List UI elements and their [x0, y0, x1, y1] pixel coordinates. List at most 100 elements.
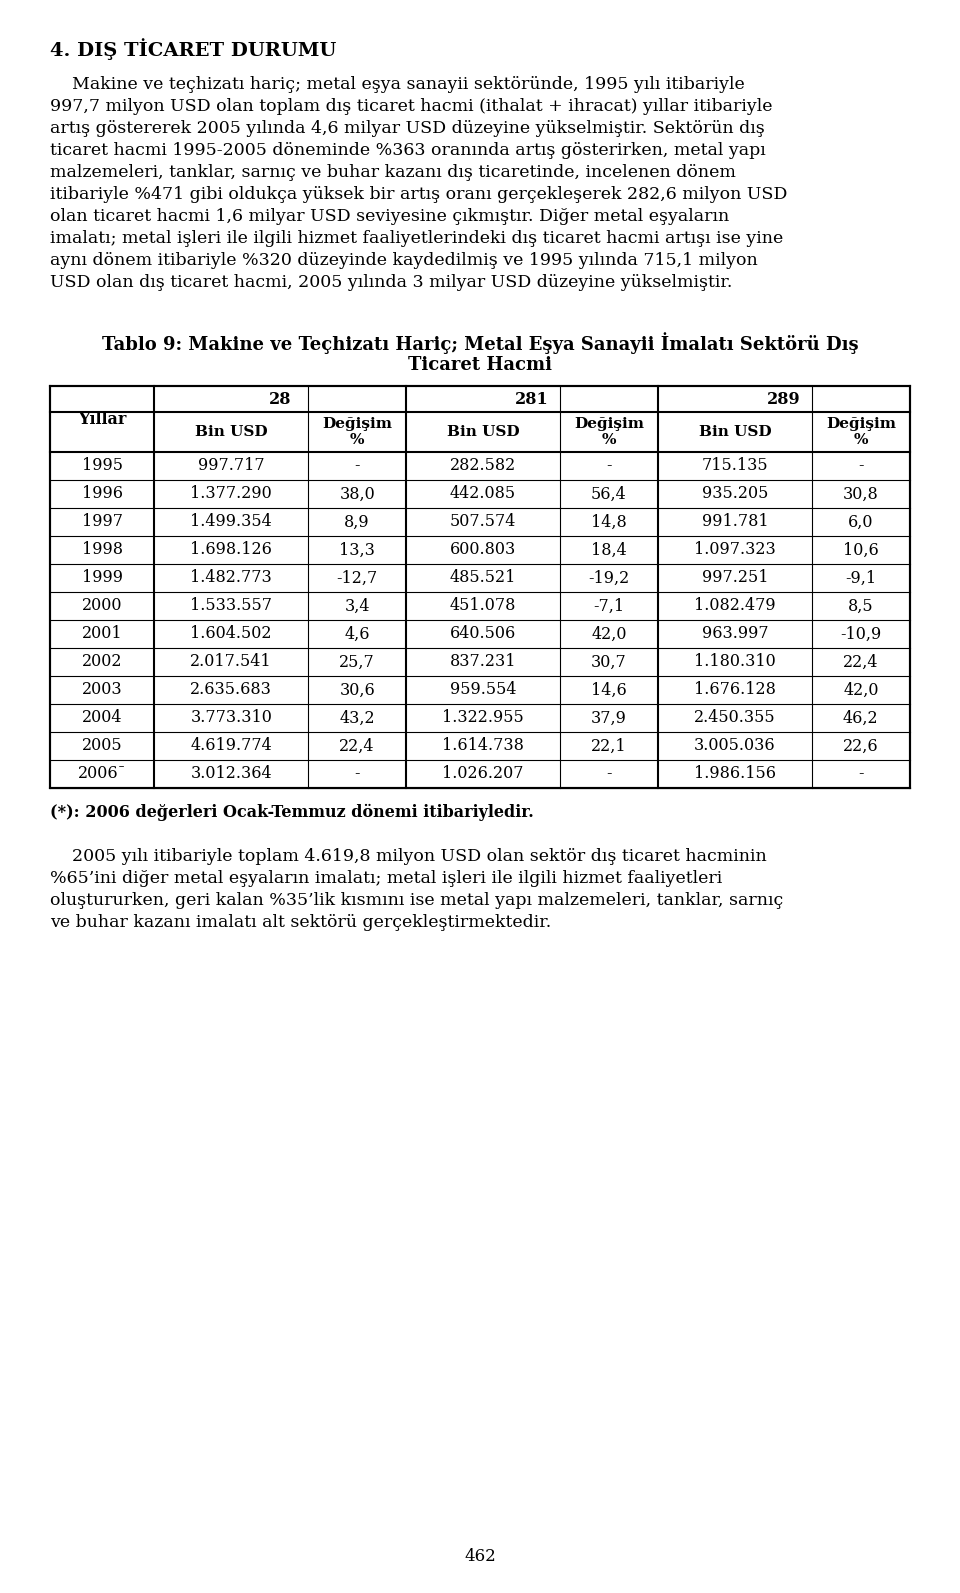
Text: Bin USD: Bin USD [195, 425, 268, 440]
Text: 1.026.207: 1.026.207 [443, 766, 524, 782]
Text: Değişim
%: Değişim % [574, 417, 644, 448]
Text: Bin USD: Bin USD [699, 425, 771, 440]
Text: 1.676.128: 1.676.128 [694, 682, 776, 698]
Text: 2.017.541: 2.017.541 [190, 653, 272, 671]
Text: -7,1: -7,1 [593, 597, 625, 615]
Text: 2.635.683: 2.635.683 [190, 682, 272, 698]
Text: 1.986.156: 1.986.156 [694, 766, 776, 782]
Text: 2006ˉ: 2006ˉ [78, 766, 127, 782]
Text: -: - [858, 766, 864, 782]
Text: 38,0: 38,0 [339, 486, 375, 502]
Text: 2005: 2005 [82, 738, 123, 755]
Text: 18,4: 18,4 [591, 542, 627, 559]
Text: 22,1: 22,1 [591, 738, 627, 755]
Text: -10,9: -10,9 [840, 626, 881, 642]
Text: 462: 462 [464, 1548, 496, 1564]
Text: 1.322.955: 1.322.955 [443, 709, 524, 726]
Text: 640.506: 640.506 [450, 626, 516, 642]
Text: -: - [858, 457, 864, 475]
Text: 1.377.290: 1.377.290 [190, 486, 272, 502]
Text: -: - [354, 457, 360, 475]
Text: 46,2: 46,2 [843, 709, 878, 726]
Text: 30,6: 30,6 [339, 682, 375, 698]
Text: -: - [354, 766, 360, 782]
Text: 4.619.774: 4.619.774 [190, 738, 272, 755]
Text: artış göstererek 2005 yılında 4,6 milyar USD düzeyine yükselmiştir. Sektörün dış: artış göstererek 2005 yılında 4,6 milyar… [50, 119, 765, 137]
Text: USD olan dış ticaret hacmi, 2005 yılında 3 milyar USD düzeyine yükselmiştir.: USD olan dış ticaret hacmi, 2005 yılında… [50, 274, 732, 292]
Text: 1999: 1999 [82, 570, 123, 586]
Text: -12,7: -12,7 [337, 570, 378, 586]
Text: 1996: 1996 [82, 486, 123, 502]
Text: 715.135: 715.135 [702, 457, 768, 475]
Text: 2005 yılı itibariyle toplam 4.619,8 milyon USD olan sektör dış ticaret hacminin: 2005 yılı itibariyle toplam 4.619,8 mily… [50, 847, 767, 865]
Text: 997.251: 997.251 [702, 570, 768, 586]
Text: 25,7: 25,7 [339, 653, 375, 671]
Text: 997,7 milyon USD olan toplam dış ticaret hacmi (ithalat + ihracat) yıllar itibar: 997,7 milyon USD olan toplam dış ticaret… [50, 99, 773, 115]
Text: 14,8: 14,8 [591, 513, 627, 530]
Text: 42,0: 42,0 [843, 682, 878, 698]
Text: 991.781: 991.781 [702, 513, 768, 530]
Text: 1997: 1997 [82, 513, 123, 530]
Text: aynı dönem itibariyle %320 düzeyinde kaydedilmiş ve 1995 yılında 715,1 milyon: aynı dönem itibariyle %320 düzeyinde kay… [50, 252, 757, 269]
Text: 281: 281 [516, 390, 549, 408]
Text: 2.450.355: 2.450.355 [694, 709, 776, 726]
Text: 10,6: 10,6 [843, 542, 878, 559]
Text: 1.604.502: 1.604.502 [190, 626, 272, 642]
Text: -19,2: -19,2 [588, 570, 630, 586]
Text: 43,2: 43,2 [339, 709, 375, 726]
Text: 507.574: 507.574 [450, 513, 516, 530]
Text: 2003: 2003 [82, 682, 123, 698]
Text: 3.012.364: 3.012.364 [190, 766, 272, 782]
Text: itibariyle %471 gibi oldukça yüksek bir artış oranı gerçekleşerek 282,6 milyon U: itibariyle %471 gibi oldukça yüksek bir … [50, 186, 787, 202]
Text: 6,0: 6,0 [848, 513, 874, 530]
Text: 600.803: 600.803 [450, 542, 516, 559]
Text: 1.082.479: 1.082.479 [694, 597, 776, 615]
Text: 22,4: 22,4 [843, 653, 878, 671]
Text: 451.078: 451.078 [450, 597, 516, 615]
Text: Ticaret Hacmi: Ticaret Hacmi [408, 355, 552, 374]
Text: 837.231: 837.231 [450, 653, 516, 671]
Bar [50, 386, 910, 789]
Text: oluştururken, geri kalan %35’lik kısmını ise metal yapı malzemeleri, tanklar, sa: oluştururken, geri kalan %35’lik kısmını… [50, 892, 783, 910]
Text: 963.997: 963.997 [702, 626, 768, 642]
Text: 1.097.323: 1.097.323 [694, 542, 776, 559]
Text: 2004: 2004 [82, 709, 123, 726]
Text: 935.205: 935.205 [702, 486, 768, 502]
Text: 14,6: 14,6 [591, 682, 627, 698]
Text: 30,7: 30,7 [591, 653, 627, 671]
Text: 1.180.310: 1.180.310 [694, 653, 776, 671]
Text: 3.005.036: 3.005.036 [694, 738, 776, 755]
Text: 1998: 1998 [82, 542, 123, 559]
Text: -9,1: -9,1 [846, 570, 876, 586]
Text: 22,4: 22,4 [340, 738, 375, 755]
Text: (*): 2006 değerleri Ocak-Temmuz dönemi itibariyledir.: (*): 2006 değerleri Ocak-Temmuz dönemi i… [50, 804, 534, 820]
Text: 37,9: 37,9 [591, 709, 627, 726]
Text: Tablo 9: Makine ve Teçhizatı Hariç; Metal Eşya Sanayii İmalatı Sektörü Dış: Tablo 9: Makine ve Teçhizatı Hariç; Meta… [102, 331, 858, 354]
Text: imalatı; metal işleri ile ilgili hizmet faaliyetlerindeki dış ticaret hacmi artı: imalatı; metal işleri ile ilgili hizmet … [50, 229, 783, 247]
Text: 13,3: 13,3 [339, 542, 375, 559]
Text: 1.499.354: 1.499.354 [190, 513, 272, 530]
Text: 22,6: 22,6 [843, 738, 878, 755]
Text: %65’ini diğer metal eşyaların imalatı; metal işleri ile ilgili hizmet faaliyetle: %65’ini diğer metal eşyaların imalatı; m… [50, 870, 722, 887]
Text: 8,5: 8,5 [848, 597, 874, 615]
Text: Bin USD: Bin USD [446, 425, 519, 440]
Text: 289: 289 [767, 390, 801, 408]
Text: 282.582: 282.582 [450, 457, 516, 475]
Text: 3,4: 3,4 [345, 597, 370, 615]
Text: 1.533.557: 1.533.557 [190, 597, 273, 615]
Text: 1.482.773: 1.482.773 [190, 570, 272, 586]
Text: Değişim
%: Değişim % [826, 417, 896, 448]
Text: 1.698.126: 1.698.126 [190, 542, 272, 559]
Text: Değişim
%: Değişim % [323, 417, 392, 448]
Text: malzemeleri, tanklar, sarnıç ve buhar kazanı dış ticaretinde, incelenen dönem: malzemeleri, tanklar, sarnıç ve buhar ka… [50, 164, 736, 182]
Text: 485.521: 485.521 [450, 570, 516, 586]
Text: 2002: 2002 [82, 653, 123, 671]
Text: 3.773.310: 3.773.310 [190, 709, 272, 726]
Text: 1995: 1995 [82, 457, 123, 475]
Text: ticaret hacmi 1995-2005 döneminde %363 oranında artış gösterirken, metal yapı: ticaret hacmi 1995-2005 döneminde %363 o… [50, 142, 766, 159]
Text: olan ticaret hacmi 1,6 milyar USD seviyesine çıkmıştır. Diğer metal eşyaların: olan ticaret hacmi 1,6 milyar USD seviye… [50, 209, 730, 225]
Text: 30,8: 30,8 [843, 486, 878, 502]
Text: 997.717: 997.717 [198, 457, 265, 475]
Text: -: - [607, 766, 612, 782]
Text: 959.554: 959.554 [450, 682, 516, 698]
